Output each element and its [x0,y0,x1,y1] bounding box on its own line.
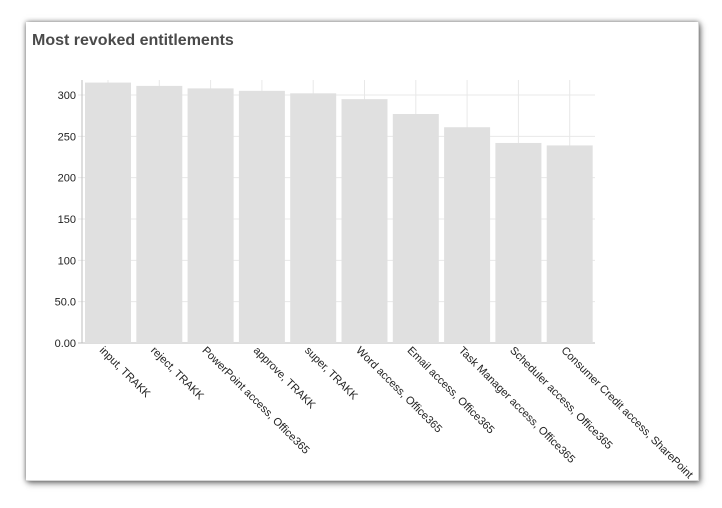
y-tick-label: 300 [58,90,76,102]
bar[interactable] [290,93,337,343]
y-tick-labels: 0.00 50.0 100 150 200 250 300 [55,90,76,350]
x-category-label: Scheduler access, Office365 [507,345,614,452]
x-category-label: PowerPoint access, Office365 [199,345,311,457]
x-category-label: super, TRAKK [302,345,360,403]
bar[interactable] [136,85,183,343]
y-tick-label: 50.0 [55,297,76,309]
x-category-label: input, TRAKK [97,345,153,401]
x-category-label: Email access, Office365 [405,345,497,437]
y-tick-label: 200 [58,173,76,185]
y-tick-label: 0.00 [55,338,76,350]
bars-layer [85,82,593,344]
bar[interactable] [187,88,234,343]
bar[interactable] [392,114,439,344]
y-tick-label: 100 [58,255,76,267]
bar[interactable] [495,142,542,343]
bar-chart: 0.00 50.0 100 150 200 250 300 input, TRAKKreje… [55,80,695,480]
bar[interactable] [546,145,593,343]
bar[interactable] [238,90,285,343]
y-tick-label: 250 [58,131,76,143]
x-category-label: reject, TRAKK [148,345,206,403]
chart-card: 0.00 50.0 100 150 200 250 300 input, TRAKK reje… [26,22,699,481]
chart-title: Most revoked entitlements [32,32,234,49]
y-tick-label: 150 [58,214,76,226]
x-category-label: Word access, Office365 [353,345,444,436]
bar[interactable] [85,82,131,343]
bar[interactable] [341,99,388,343]
bar[interactable] [444,127,491,344]
